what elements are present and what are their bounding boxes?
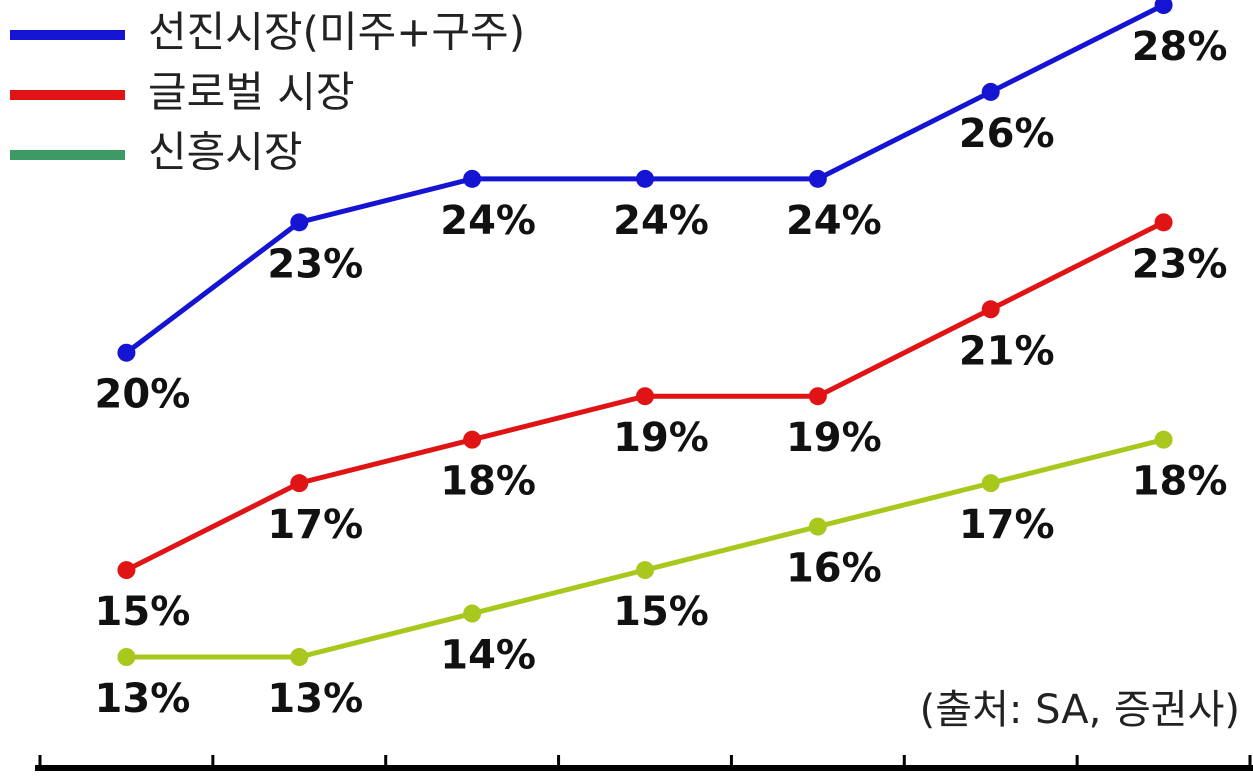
data-point [808,387,827,406]
data-point [117,343,136,362]
value-label: 19% [613,415,709,461]
value-label: 18% [440,459,536,505]
value-label: 28% [1132,24,1228,70]
value-label: 20% [95,372,191,418]
legend-label: 선진시장(미주+구주) [148,8,525,57]
data-point [981,300,1000,319]
data-point [636,169,654,188]
value-label: 15% [613,589,709,635]
value-label: 24% [613,198,709,244]
value-label: 16% [786,546,882,592]
value-label: 26% [959,111,1055,157]
data-point [808,517,827,536]
value-label: 21% [959,328,1055,374]
legend-label: 신흥시장 [148,128,303,177]
data-point [463,169,482,188]
data-point [463,604,482,623]
data-point [290,474,309,493]
data-point [117,561,136,580]
data-point [808,169,827,188]
value-label: 17% [959,502,1055,548]
data-point [117,648,136,666]
data-point [1154,430,1173,449]
value-label: 17% [267,502,363,548]
data-point [290,213,309,232]
value-label: 24% [440,198,536,244]
value-label: 18% [1132,459,1228,505]
data-point [463,430,482,449]
value-label: 19% [786,415,882,461]
data-point [636,387,654,406]
data-point [981,474,1000,493]
value-label: 13% [95,676,191,722]
annotation: (출처: SA, 증권사) [920,687,1240,733]
value-label: 23% [267,241,363,287]
data-point [636,561,654,580]
data-point [981,82,1000,101]
value-label: 14% [440,633,536,679]
value-label: 23% [1132,241,1228,287]
value-label: 13% [267,676,363,722]
value-label: 24% [786,198,882,244]
data-point [1154,0,1173,14]
legend-label: 글로벌 시장 [148,68,355,117]
value-label: 15% [95,589,191,635]
data-point [1154,213,1173,232]
data-point [290,648,309,666]
